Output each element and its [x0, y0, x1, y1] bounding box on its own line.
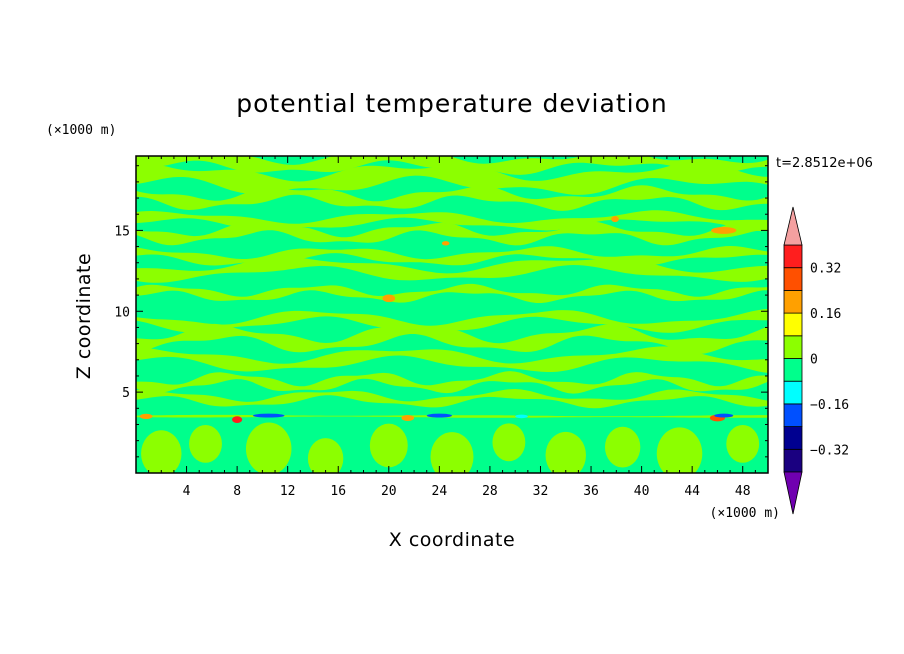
positive-band [136, 389, 768, 409]
positive-band [136, 283, 768, 303]
colorbar-swatch [783, 244, 803, 269]
y-axis-label: Z coordinate [73, 253, 95, 379]
warm-anomaly [232, 416, 243, 424]
positive-blob [604, 426, 641, 468]
colorbar: −0.32 −0.16 0 0.16 0.32 [783, 206, 849, 515]
positive-blob [307, 438, 344, 473]
colorbar-tick-label: 0.16 [810, 307, 841, 322]
x-tick-label: 24 [432, 484, 448, 499]
positive-band [136, 210, 768, 232]
warm-anomaly [401, 414, 415, 422]
colorbar-over-arrow [783, 206, 803, 246]
positive-band [136, 346, 768, 373]
positive-band [136, 161, 768, 195]
positive-band [136, 309, 768, 333]
colorbar-swatch [783, 358, 803, 382]
positive-blob [656, 427, 703, 473]
y-tick-label: 5 [122, 386, 130, 401]
positive-band [136, 221, 768, 246]
positive-blob [245, 422, 292, 473]
warm-anomaly [382, 294, 396, 303]
colorbar-swatch [783, 448, 803, 473]
warm-anomaly [711, 226, 737, 234]
positive-band [136, 371, 768, 394]
cold-anomaly [515, 414, 528, 419]
x-axis-ticks: 4 8 12 16 20 24 28 32 36 40 44 48 [148, 156, 756, 499]
colorbar-swatch [783, 289, 803, 314]
colorbar-tick-label: 0 [810, 353, 818, 368]
colorbar-tick-label: −0.16 [810, 398, 849, 413]
positive-blob [369, 423, 408, 468]
colorbar-under-arrow [783, 471, 803, 515]
positive-blob [141, 430, 182, 473]
x-tick-label: 44 [684, 484, 700, 499]
x-tick-label: 48 [735, 484, 751, 499]
colorbar-swatch [783, 426, 803, 450]
positive-band [136, 323, 768, 355]
x-tick-label: 40 [634, 484, 650, 499]
colorbar-swatch [783, 380, 803, 405]
positive-blob [726, 424, 760, 463]
y-tick-label: 15 [114, 224, 130, 239]
x-tick-label: 36 [583, 484, 599, 499]
x-tick-label: 32 [533, 484, 549, 499]
warm-anomaly [611, 216, 619, 223]
cold-anomaly [426, 413, 452, 418]
x-tick-label: 4 [183, 484, 191, 499]
positive-blob [189, 424, 222, 463]
x-tick-label: 8 [233, 484, 241, 499]
positive-blob [545, 431, 586, 473]
warm-anomaly [139, 413, 153, 420]
chart-title: potential temperature deviation [236, 89, 667, 118]
positive-blob [492, 423, 526, 462]
x-axis-label: X coordinate [389, 529, 515, 551]
x-tick-label: 20 [381, 484, 397, 499]
warm-anomaly [441, 241, 450, 246]
cold-anomaly [252, 413, 285, 418]
x-axis-unit: (×1000 m) [710, 506, 780, 521]
positive-blob [430, 432, 474, 473]
cold-anomaly [714, 413, 734, 418]
time-label: t=2.8512e+06 [776, 156, 873, 171]
x-tick-label: 12 [280, 484, 296, 499]
y-axis-ticks: 5 10 15 [114, 165, 768, 458]
colorbar-swatch [783, 403, 803, 427]
colorbar-tick-label: 0.32 [810, 262, 841, 277]
positive-band [136, 185, 768, 211]
colorbar-swatch [783, 312, 803, 337]
positive-band [136, 414, 768, 418]
colorbar-swatch [783, 267, 803, 291]
positive-band [136, 256, 768, 283]
y-tick-label: 10 [114, 305, 130, 320]
contour-field [136, 156, 768, 473]
y-axis-unit: (×1000 m) [46, 123, 116, 138]
x-tick-label: 16 [330, 484, 346, 499]
colorbar-tick-label: −0.32 [810, 443, 849, 458]
x-tick-label: 28 [482, 484, 498, 499]
colorbar-swatch [783, 335, 803, 359]
